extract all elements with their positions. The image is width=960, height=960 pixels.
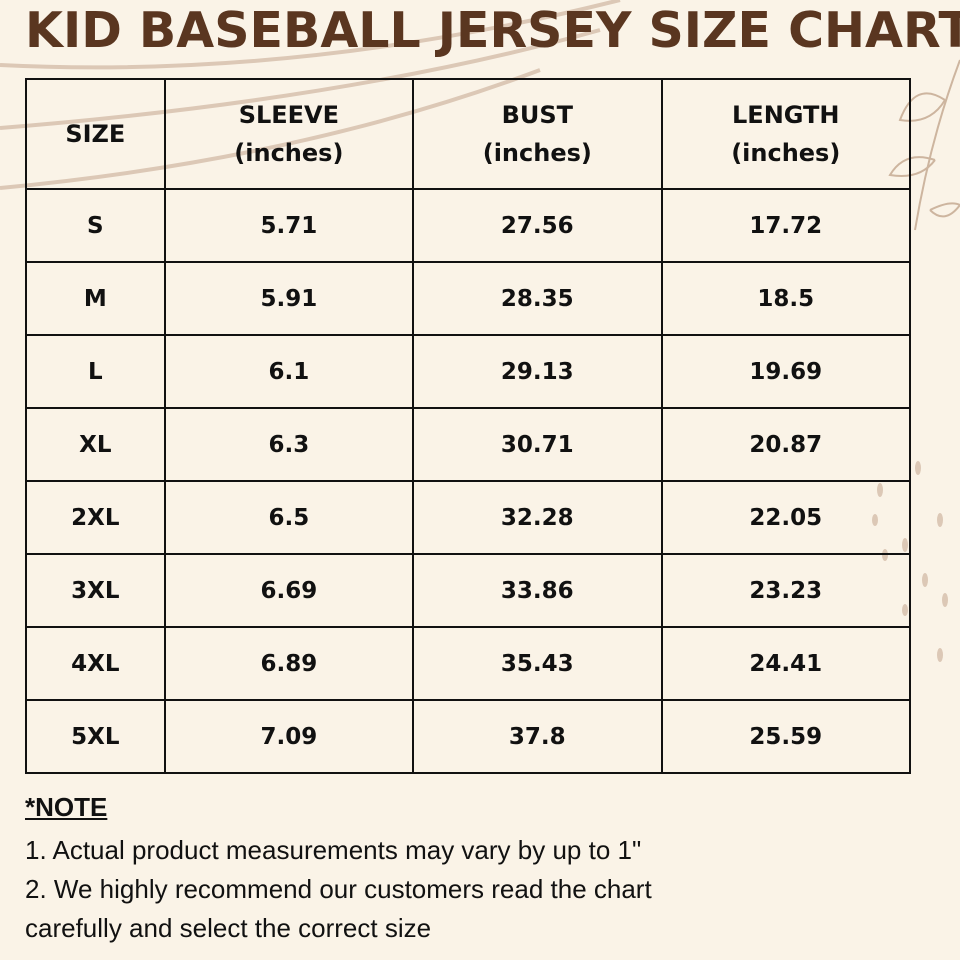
table-row: 3XL 6.69 33.86 23.23 xyxy=(25,553,912,628)
cell-sleeve: 5.71 xyxy=(163,188,415,263)
cell-size: L xyxy=(25,334,166,409)
cell-bust: 29.13 xyxy=(412,334,663,409)
note-heading: *NOTE xyxy=(25,792,108,822)
table-row: L 6.1 29.13 19.69 xyxy=(25,334,912,409)
table-header-row: SIZE SLEEVE (inches) BUST (inches) LENGTH(… xyxy=(25,78,912,190)
cell-bust: 28.35 xyxy=(412,261,663,336)
cell-size: M xyxy=(25,261,166,336)
header-bust: BUST (inches) xyxy=(412,78,663,190)
cell-size: 5XL xyxy=(25,699,166,774)
header-sleeve: SLEEVE (inches) xyxy=(163,78,415,190)
cell-bust: 37.8 xyxy=(412,699,663,774)
note-section: *NOTE 1. Actual product measurements may… xyxy=(25,788,652,948)
cell-length: 22.05 xyxy=(660,480,912,555)
cell-size: S xyxy=(25,188,166,263)
cell-sleeve: 6.89 xyxy=(163,626,415,701)
cell-length: 17.72 xyxy=(660,188,912,263)
note-line: 1. Actual product measurements may vary … xyxy=(25,835,642,865)
cell-bust: 27.56 xyxy=(412,188,663,263)
header-length: LENGTH (inches) xyxy=(660,78,912,190)
cell-size: XL xyxy=(25,407,166,482)
cell-length: 23.23 xyxy=(660,553,912,628)
table-row: 4XL 6.89 35.43 24.41 xyxy=(25,626,912,701)
table-row: 5XL 7.09 37.8 25.59 xyxy=(25,699,912,774)
cell-bust: 33.86 xyxy=(412,553,663,628)
cell-sleeve: 6.1 xyxy=(163,334,415,409)
cell-bust: 32.28 xyxy=(412,480,663,555)
cell-sleeve: 6.69 xyxy=(163,553,415,628)
cell-size: 4XL xyxy=(25,626,166,701)
cell-bust: 30.71 xyxy=(412,407,663,482)
cell-length: 24.41 xyxy=(660,626,912,701)
size-chart-table: SIZE SLEEVE (inches) BUST (inches) LENGTH(… xyxy=(25,78,912,774)
note-line: 2. We highly recommend our customers rea… xyxy=(25,874,652,904)
cell-bust: 35.43 xyxy=(412,626,663,701)
page-title: KID BASEBALL JERSEY SIZE CHART xyxy=(25,2,960,59)
note-line: carefully and select the correct size xyxy=(25,913,432,943)
table-row: 2XL 6.5 32.28 22.05 xyxy=(25,480,912,555)
cell-length: 19.69 xyxy=(660,334,912,409)
cell-sleeve: 7.09 xyxy=(163,699,415,774)
cell-sleeve: 6.3 xyxy=(163,407,415,482)
table-row: M 5.91 28.35 18.5 xyxy=(25,261,912,336)
cell-length: 25.59 xyxy=(660,699,912,774)
table-row: XL 6.3 30.71 20.87 xyxy=(25,407,912,482)
cell-sleeve: 5.91 xyxy=(163,261,415,336)
cell-length: 18.5 xyxy=(660,261,912,336)
cell-size: 2XL xyxy=(25,480,166,555)
table-row: S 5.71 27.56 17.72 xyxy=(25,188,912,263)
cell-length: 20.87 xyxy=(660,407,912,482)
cell-sleeve: 6.5 xyxy=(163,480,415,555)
cell-size: 3XL xyxy=(25,553,166,628)
header-size: SIZE xyxy=(25,78,166,190)
